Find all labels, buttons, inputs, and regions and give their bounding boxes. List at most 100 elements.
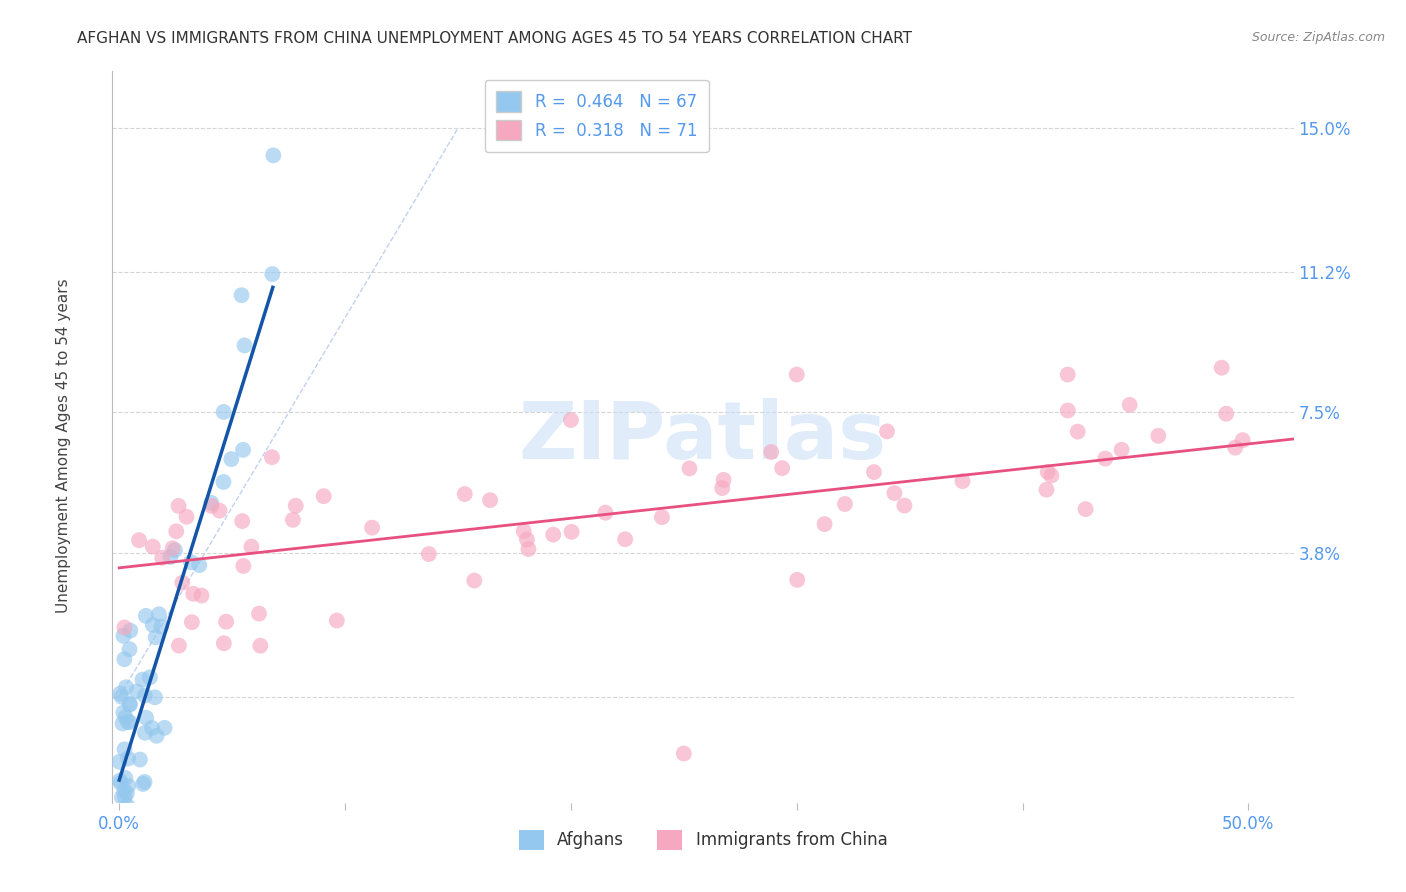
Point: [876, 425, 898, 439]
Point: [231, 288, 253, 302]
Point: [1211, 360, 1233, 375]
Point: [145, 729, 167, 743]
Point: [834, 497, 856, 511]
Point: [212, 636, 235, 650]
Point: [1056, 368, 1078, 382]
Point: [1147, 429, 1170, 443]
Point: [212, 475, 235, 489]
Point: [118, 698, 141, 712]
Point: [260, 450, 283, 465]
Point: [142, 540, 165, 554]
Point: [159, 549, 181, 564]
Point: [541, 527, 564, 541]
Point: [180, 615, 202, 629]
Point: [312, 489, 335, 503]
Point: [221, 452, 243, 467]
Point: [163, 543, 186, 558]
Text: Source: ZipAtlas.com: Source: ZipAtlas.com: [1251, 31, 1385, 45]
Point: [513, 524, 536, 539]
Point: [117, 779, 139, 793]
Point: [112, 629, 135, 643]
Point: [128, 753, 150, 767]
Point: [141, 721, 163, 735]
Point: [112, 706, 135, 720]
Point: [1225, 441, 1247, 455]
Point: [761, 445, 783, 459]
Point: [262, 267, 284, 281]
Point: [200, 496, 222, 510]
Point: [128, 533, 150, 548]
Point: [326, 614, 349, 628]
Point: [479, 493, 502, 508]
Point: [1232, 433, 1254, 447]
Point: [713, 473, 735, 487]
Point: [172, 575, 194, 590]
Point: [110, 776, 132, 790]
Point: [1040, 468, 1063, 483]
Point: [181, 587, 204, 601]
Point: [112, 784, 135, 798]
Point: [114, 771, 136, 785]
Point: [863, 465, 886, 479]
Point: [148, 607, 170, 622]
Point: [135, 711, 157, 725]
Point: [208, 503, 231, 517]
Point: [1036, 465, 1059, 479]
Point: [129, 866, 152, 880]
Point: [150, 619, 173, 633]
Point: [176, 509, 198, 524]
Text: AFGHAN VS IMMIGRANTS FROM CHINA UNEMPLOYMENT AMONG AGES 45 TO 54 YEARS CORRELATI: AFGHAN VS IMMIGRANTS FROM CHINA UNEMPLOY…: [77, 31, 912, 46]
Point: [516, 533, 538, 547]
Point: [112, 849, 135, 863]
Point: [595, 506, 617, 520]
Point: [561, 524, 583, 539]
Point: [131, 673, 153, 687]
Point: [262, 148, 284, 162]
Point: [1215, 407, 1237, 421]
Point: [110, 690, 132, 704]
Point: [120, 624, 142, 638]
Point: [240, 540, 263, 554]
Point: [143, 690, 166, 705]
Point: [1066, 425, 1088, 439]
Point: [233, 338, 256, 352]
Point: [284, 499, 307, 513]
Point: [112, 652, 135, 666]
Point: [114, 831, 136, 846]
Point: [560, 413, 582, 427]
Point: [115, 680, 138, 694]
Point: [114, 834, 136, 848]
Point: [672, 747, 695, 761]
Point: [1118, 398, 1140, 412]
Point: [118, 698, 141, 712]
Point: [134, 726, 156, 740]
Point: [142, 618, 165, 632]
Point: [114, 805, 136, 819]
Point: [247, 607, 270, 621]
Point: [135, 608, 157, 623]
Point: [117, 799, 139, 814]
Point: [114, 620, 136, 634]
Point: [1074, 502, 1097, 516]
Point: [139, 670, 162, 684]
Point: [1111, 442, 1133, 457]
Point: [1056, 403, 1078, 417]
Point: [231, 514, 253, 528]
Point: [114, 710, 136, 724]
Point: [167, 639, 190, 653]
Point: [786, 368, 808, 382]
Point: [215, 615, 238, 629]
Point: [813, 517, 835, 532]
Point: [134, 775, 156, 789]
Point: [893, 499, 915, 513]
Point: [162, 541, 184, 556]
Point: [281, 513, 304, 527]
Point: [108, 773, 131, 788]
Point: [200, 499, 222, 513]
Point: [132, 777, 155, 791]
Point: [212, 405, 235, 419]
Point: [517, 541, 540, 556]
Point: [232, 558, 254, 573]
Text: Unemployment Among Ages 45 to 54 years: Unemployment Among Ages 45 to 54 years: [56, 278, 70, 614]
Point: [150, 550, 173, 565]
